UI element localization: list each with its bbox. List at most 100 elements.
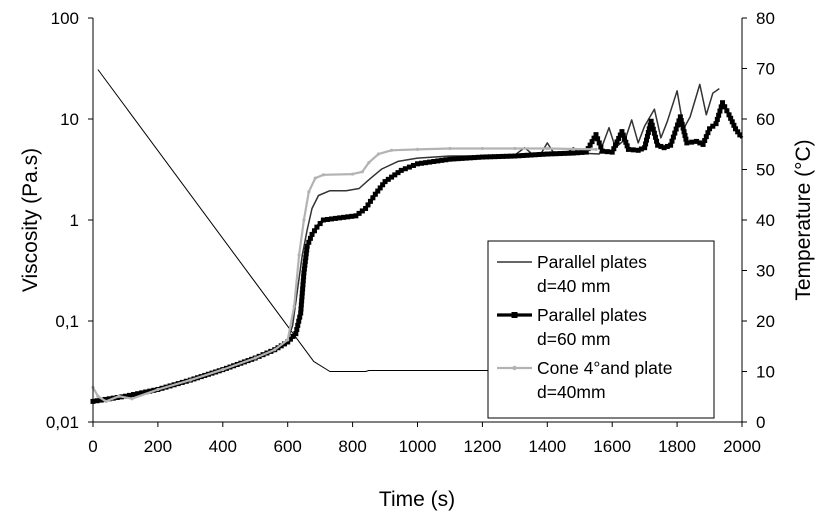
data-point-square: [684, 140, 690, 146]
data-point-square: [722, 104, 728, 110]
data-point-square: [532, 152, 538, 158]
y-tick-label: 1: [70, 211, 79, 230]
x-tick-label: 1200: [463, 437, 501, 456]
data-point-square: [406, 164, 412, 170]
data-point-square: [664, 143, 670, 149]
data-point-square: [301, 266, 307, 272]
data-point-square: [302, 262, 308, 268]
data-point-square: [303, 255, 309, 261]
data-point-square: [673, 126, 679, 132]
x-tick-label: 1600: [593, 437, 631, 456]
data-point-square: [304, 247, 310, 253]
data-point-square: [131, 392, 137, 398]
data-point-square: [377, 185, 383, 191]
data-point-square: [553, 151, 559, 157]
data-point-square: [707, 126, 713, 132]
data-point-square: [419, 160, 425, 166]
data-point-dot: [117, 394, 121, 398]
data-point-square: [294, 326, 300, 332]
data-point-square: [596, 140, 602, 146]
data-point-square: [435, 158, 441, 164]
data-point-square: [728, 115, 734, 121]
data-point-square: [382, 179, 388, 185]
data-point-square: [471, 155, 477, 161]
data-point-square: [455, 156, 461, 162]
data-point-square: [617, 132, 623, 138]
data-point-square: [298, 306, 304, 312]
data-point-square: [710, 123, 716, 129]
data-point-square: [94, 398, 100, 404]
data-point-dot: [307, 190, 311, 194]
data-point-square: [612, 142, 618, 148]
viscosity-series-layer: [90, 83, 744, 404]
data-point-square: [700, 141, 706, 147]
data-point-square: [98, 397, 104, 403]
data-point-square: [297, 314, 303, 320]
data-point-square: [299, 294, 305, 300]
data-point-square: [479, 154, 485, 160]
data-point-square: [295, 322, 301, 328]
data-point-square: [619, 129, 625, 135]
data-point-square: [415, 161, 420, 167]
data-point-dot: [313, 176, 317, 180]
data-point-square: [718, 104, 724, 110]
data-point-square: [630, 147, 636, 153]
data-point-square: [646, 126, 652, 132]
data-point-square: [644, 133, 650, 139]
x-tick-label: 400: [209, 437, 237, 456]
legend-label: Parallel plates: [537, 305, 647, 325]
data-point-square: [557, 151, 563, 157]
data-point-dot: [253, 356, 257, 360]
data-point-square: [139, 390, 145, 396]
data-point-square: [402, 166, 408, 172]
data-point-square: [524, 152, 530, 158]
data-point-square: [703, 134, 709, 140]
data-point-square: [307, 235, 313, 241]
data-point-square: [301, 270, 307, 276]
y2-tick-label: 80: [756, 9, 775, 28]
data-point-square: [682, 132, 688, 138]
data-point-square: [304, 243, 310, 249]
data-point-dot: [130, 397, 134, 401]
y-axis-title: Viscosity (Pa.s): [19, 148, 42, 292]
data-point-square: [562, 150, 568, 156]
data-point-square: [609, 149, 615, 155]
data-point-square: [299, 290, 305, 296]
data-point-square: [614, 139, 620, 145]
data-point-square: [309, 231, 315, 237]
data-point-square: [459, 155, 465, 161]
data-point-dot: [156, 387, 160, 392]
data-point-square: [544, 151, 550, 157]
data-point-square: [702, 138, 708, 144]
data-point-square: [492, 154, 498, 160]
data-point-square: [380, 182, 386, 188]
legend-box: [487, 240, 715, 419]
y-tick-label: 0,01: [46, 413, 79, 432]
data-point-dot: [376, 152, 381, 156]
data-point-square: [287, 336, 293, 342]
data-point-square: [536, 152, 542, 158]
data-point-square: [652, 134, 658, 140]
data-point-square: [643, 141, 649, 147]
data-point-square: [713, 121, 719, 127]
data-point-square: [668, 142, 674, 148]
data-point-square: [681, 129, 687, 135]
data-point-square: [540, 151, 546, 157]
data-point-square: [528, 152, 534, 158]
data-point-dot: [273, 348, 277, 352]
data-point-dot: [545, 146, 549, 151]
data-point-square: [624, 143, 630, 149]
data-point-square: [483, 154, 489, 160]
data-point-square: [475, 154, 481, 160]
data-point-square: [598, 144, 604, 150]
y2-tick-label: 10: [756, 363, 775, 382]
data-point-square: [290, 333, 296, 339]
data-point-square: [649, 122, 655, 128]
legend: Parallel plates d=40 mm Parallel plates d=6…: [487, 240, 715, 419]
legend-label: d=40mm: [537, 382, 606, 402]
data-point-dot: [367, 161, 371, 165]
data-point-square: [375, 188, 381, 194]
y2-axis-title: Temperature (°C): [792, 139, 815, 300]
data-point-square: [717, 108, 723, 114]
data-point-dot: [286, 338, 290, 342]
